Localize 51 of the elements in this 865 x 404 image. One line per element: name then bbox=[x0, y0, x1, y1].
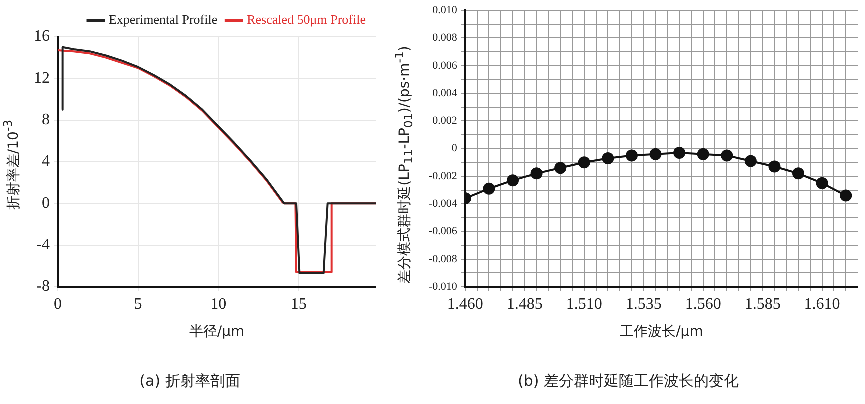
y-tick-label: 0.010 bbox=[432, 4, 458, 16]
point bbox=[507, 174, 519, 187]
point bbox=[578, 156, 590, 169]
point bbox=[602, 152, 614, 164]
point bbox=[554, 162, 567, 174]
point bbox=[792, 168, 805, 180]
x-tick-label: 5 bbox=[134, 296, 142, 313]
y-tick-label: 0.006 bbox=[432, 60, 458, 72]
y-tick-label: 12 bbox=[34, 70, 50, 87]
text: (a) 折射率剖面 bbox=[138, 372, 242, 391]
x-tick-label: 1.585 bbox=[744, 296, 781, 313]
point bbox=[840, 190, 852, 202]
x-tick-label: 1.485 bbox=[506, 296, 543, 313]
y-tick-label: -4 bbox=[36, 236, 50, 254]
x-axis-title: 半径/μm bbox=[189, 324, 245, 340]
x-tick-label: 1.560 bbox=[685, 296, 722, 313]
y-tick-label: 8 bbox=[42, 112, 50, 129]
y-tick-label: -0.008 bbox=[428, 253, 458, 266]
x-axis-title: 工作波长/μm bbox=[620, 324, 704, 340]
x-tick-label: 15 bbox=[290, 296, 307, 313]
x-tick-label: 1.460 bbox=[447, 296, 484, 313]
point bbox=[650, 148, 662, 160]
legend-label: Experimental Profile bbox=[108, 12, 218, 27]
point bbox=[816, 177, 828, 190]
y-tick-label: -8 bbox=[36, 278, 50, 296]
y-tick-label: 0 bbox=[452, 142, 458, 155]
point bbox=[483, 182, 496, 195]
y-tick-label: 0 bbox=[42, 194, 50, 212]
x-tick-label: 10 bbox=[210, 296, 227, 313]
y-tick-label: 16 bbox=[34, 28, 50, 46]
x-tick-label: 0 bbox=[54, 296, 62, 313]
legend-label: Rescaled 50μm Profile bbox=[247, 12, 366, 27]
y-tick-label: 0.004 bbox=[432, 87, 458, 100]
point bbox=[721, 150, 734, 162]
point bbox=[697, 148, 710, 160]
point bbox=[626, 150, 638, 162]
y-tick-label: -0.010 bbox=[428, 280, 458, 293]
y-tick-label: 4 bbox=[42, 153, 50, 170]
text: (b) 差分群时延随工作波长的变化 bbox=[517, 372, 740, 391]
y-tick-label: -0.004 bbox=[428, 198, 458, 210]
point bbox=[530, 168, 543, 180]
y-tick-label: -0.006 bbox=[428, 226, 458, 238]
point bbox=[744, 155, 757, 168]
x-tick-label: 1.610 bbox=[804, 296, 840, 313]
y-tick-label: 0.008 bbox=[432, 32, 458, 44]
y-tick-label: 0.002 bbox=[432, 115, 458, 128]
x-tick-label: 1.510 bbox=[566, 296, 602, 313]
point bbox=[674, 146, 686, 159]
x-tick-label: 1.535 bbox=[626, 296, 662, 313]
y-tick-label: -0.002 bbox=[428, 170, 458, 182]
point bbox=[768, 160, 781, 173]
